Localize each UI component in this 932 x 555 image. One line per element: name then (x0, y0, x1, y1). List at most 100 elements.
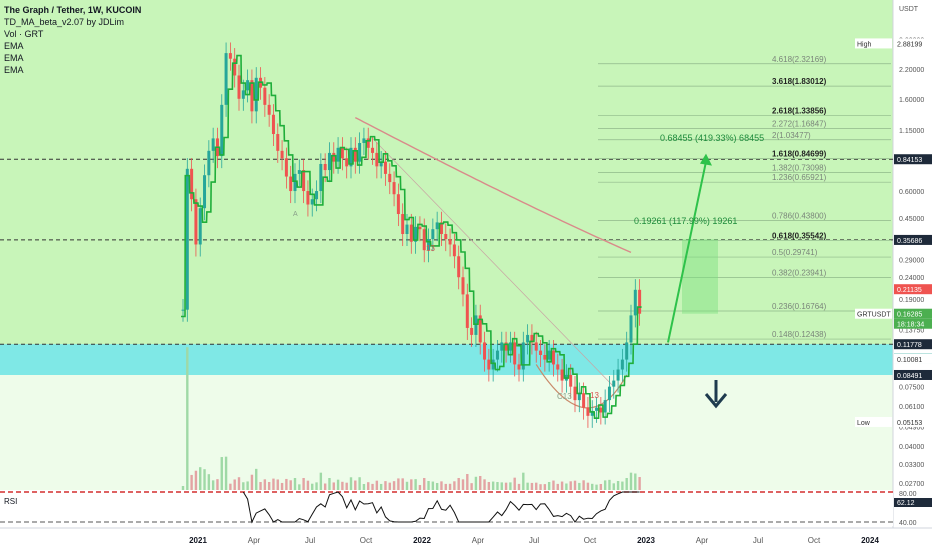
volume-bar (621, 481, 624, 490)
candle (534, 331, 538, 363)
candle-body (280, 150, 284, 159)
price-label-value: 0.08491 (897, 373, 922, 380)
price-label-value: 0.35686 (897, 238, 922, 245)
indicator-ema-1[interactable]: EMA (4, 41, 24, 51)
trend-guideline (372, 138, 615, 387)
candle (474, 304, 478, 347)
indicator-ema-2[interactable]: EMA (4, 53, 24, 63)
candle (495, 339, 499, 372)
volume-bar (487, 482, 491, 490)
price-axis-tick: 0.29000 (899, 257, 924, 264)
volume-bar (392, 481, 396, 490)
candle (250, 69, 254, 124)
candle-body (603, 400, 607, 413)
symbol-title[interactable]: The Graph / Tether, 1W, KUCOIN (4, 5, 142, 15)
volume-bar (181, 486, 185, 490)
candle (340, 137, 344, 171)
volume-bar (263, 479, 267, 490)
candle-body (293, 173, 297, 192)
price-axis-panel (893, 0, 932, 550)
candle-body (569, 374, 573, 387)
price-axis-tick: 0.45000 (899, 216, 924, 223)
price-label-tag: GRTUSDT (857, 312, 891, 319)
time-axis-tick: Jul (753, 536, 763, 545)
price-label-value: 0.21135 (897, 287, 922, 294)
volume-bar (388, 482, 391, 490)
price-label-value: 2.88199 (897, 41, 922, 48)
indicator-volume[interactable]: Vol · GRT (4, 29, 44, 39)
candle-body (427, 239, 431, 251)
fib-level-label: 0.236(0.16764) (772, 302, 827, 311)
candle-body (461, 277, 465, 295)
price-label-tag-bg (855, 416, 892, 427)
candle-body (586, 407, 590, 416)
td-count-label: 13 (426, 244, 435, 253)
fib-level-label: 1.618(0.84699) (772, 150, 827, 159)
candle (345, 147, 349, 179)
candle-body (478, 315, 482, 343)
volume-bar (280, 482, 284, 490)
volume-bar (323, 483, 327, 490)
candle (517, 353, 521, 382)
candle (185, 158, 189, 322)
indicator-ema-3[interactable]: EMA (4, 65, 24, 75)
candle-body (332, 152, 336, 162)
candle-body (366, 138, 370, 148)
candle (487, 348, 491, 382)
indicator-td-ma[interactable]: TD_MA_beta_v2.07 by JDLim (4, 17, 125, 27)
candle (332, 142, 336, 174)
volume-bar (530, 482, 534, 490)
volume-bar (362, 484, 366, 490)
price-axis-tick: 0.60000 (899, 189, 924, 196)
volume-bar (522, 472, 525, 490)
candle-body (534, 342, 538, 351)
candle (224, 42, 228, 117)
candle-body (560, 369, 564, 381)
candle-body (353, 147, 357, 162)
candle-body (185, 168, 189, 310)
candle-body (422, 229, 426, 251)
candle-body (431, 229, 435, 240)
chart-legend: The Graph / Tether, 1W, KUCOIN TD_MA_bet… (4, 4, 141, 76)
support-zone (0, 344, 893, 375)
candle-body (435, 222, 439, 230)
candle-body (254, 77, 258, 112)
candle-body (284, 158, 288, 177)
candle (315, 180, 319, 212)
volume-bar (229, 483, 232, 490)
volume-bar (509, 482, 512, 490)
price-label-bg (894, 284, 932, 295)
volume-bar (237, 477, 241, 490)
price-label: 0.21135 (894, 284, 932, 295)
candle (263, 77, 267, 117)
candle-body (495, 350, 499, 360)
price-label: 0.84153 (894, 154, 932, 165)
candle-body (340, 147, 344, 159)
volume-bar (504, 482, 508, 490)
volume-bar (203, 469, 206, 490)
candle-body (276, 134, 280, 151)
candle-body (388, 173, 392, 183)
candle (371, 137, 375, 165)
candle-body (543, 355, 547, 360)
volume-bar (418, 485, 422, 490)
volume-bar (496, 482, 499, 490)
candle (612, 369, 616, 399)
fib-level-label: 1.236(0.65921) (772, 173, 827, 182)
fib-level-label: 0.148(0.12438) (772, 330, 827, 339)
candle-body (362, 138, 366, 143)
candle (284, 147, 288, 189)
price-label-tag: High (857, 41, 872, 48)
fib-level-label: 0.382(0.23941) (772, 268, 827, 277)
volume-bar (470, 483, 473, 490)
candle (327, 142, 331, 183)
time-axis-tick: Jul (529, 536, 539, 545)
candle (586, 396, 590, 428)
candle-body (181, 309, 185, 311)
price-axis-tick: 0.02700 (899, 481, 924, 488)
candle (366, 127, 370, 160)
volume-bar (513, 477, 516, 490)
volume-bar (211, 480, 215, 490)
